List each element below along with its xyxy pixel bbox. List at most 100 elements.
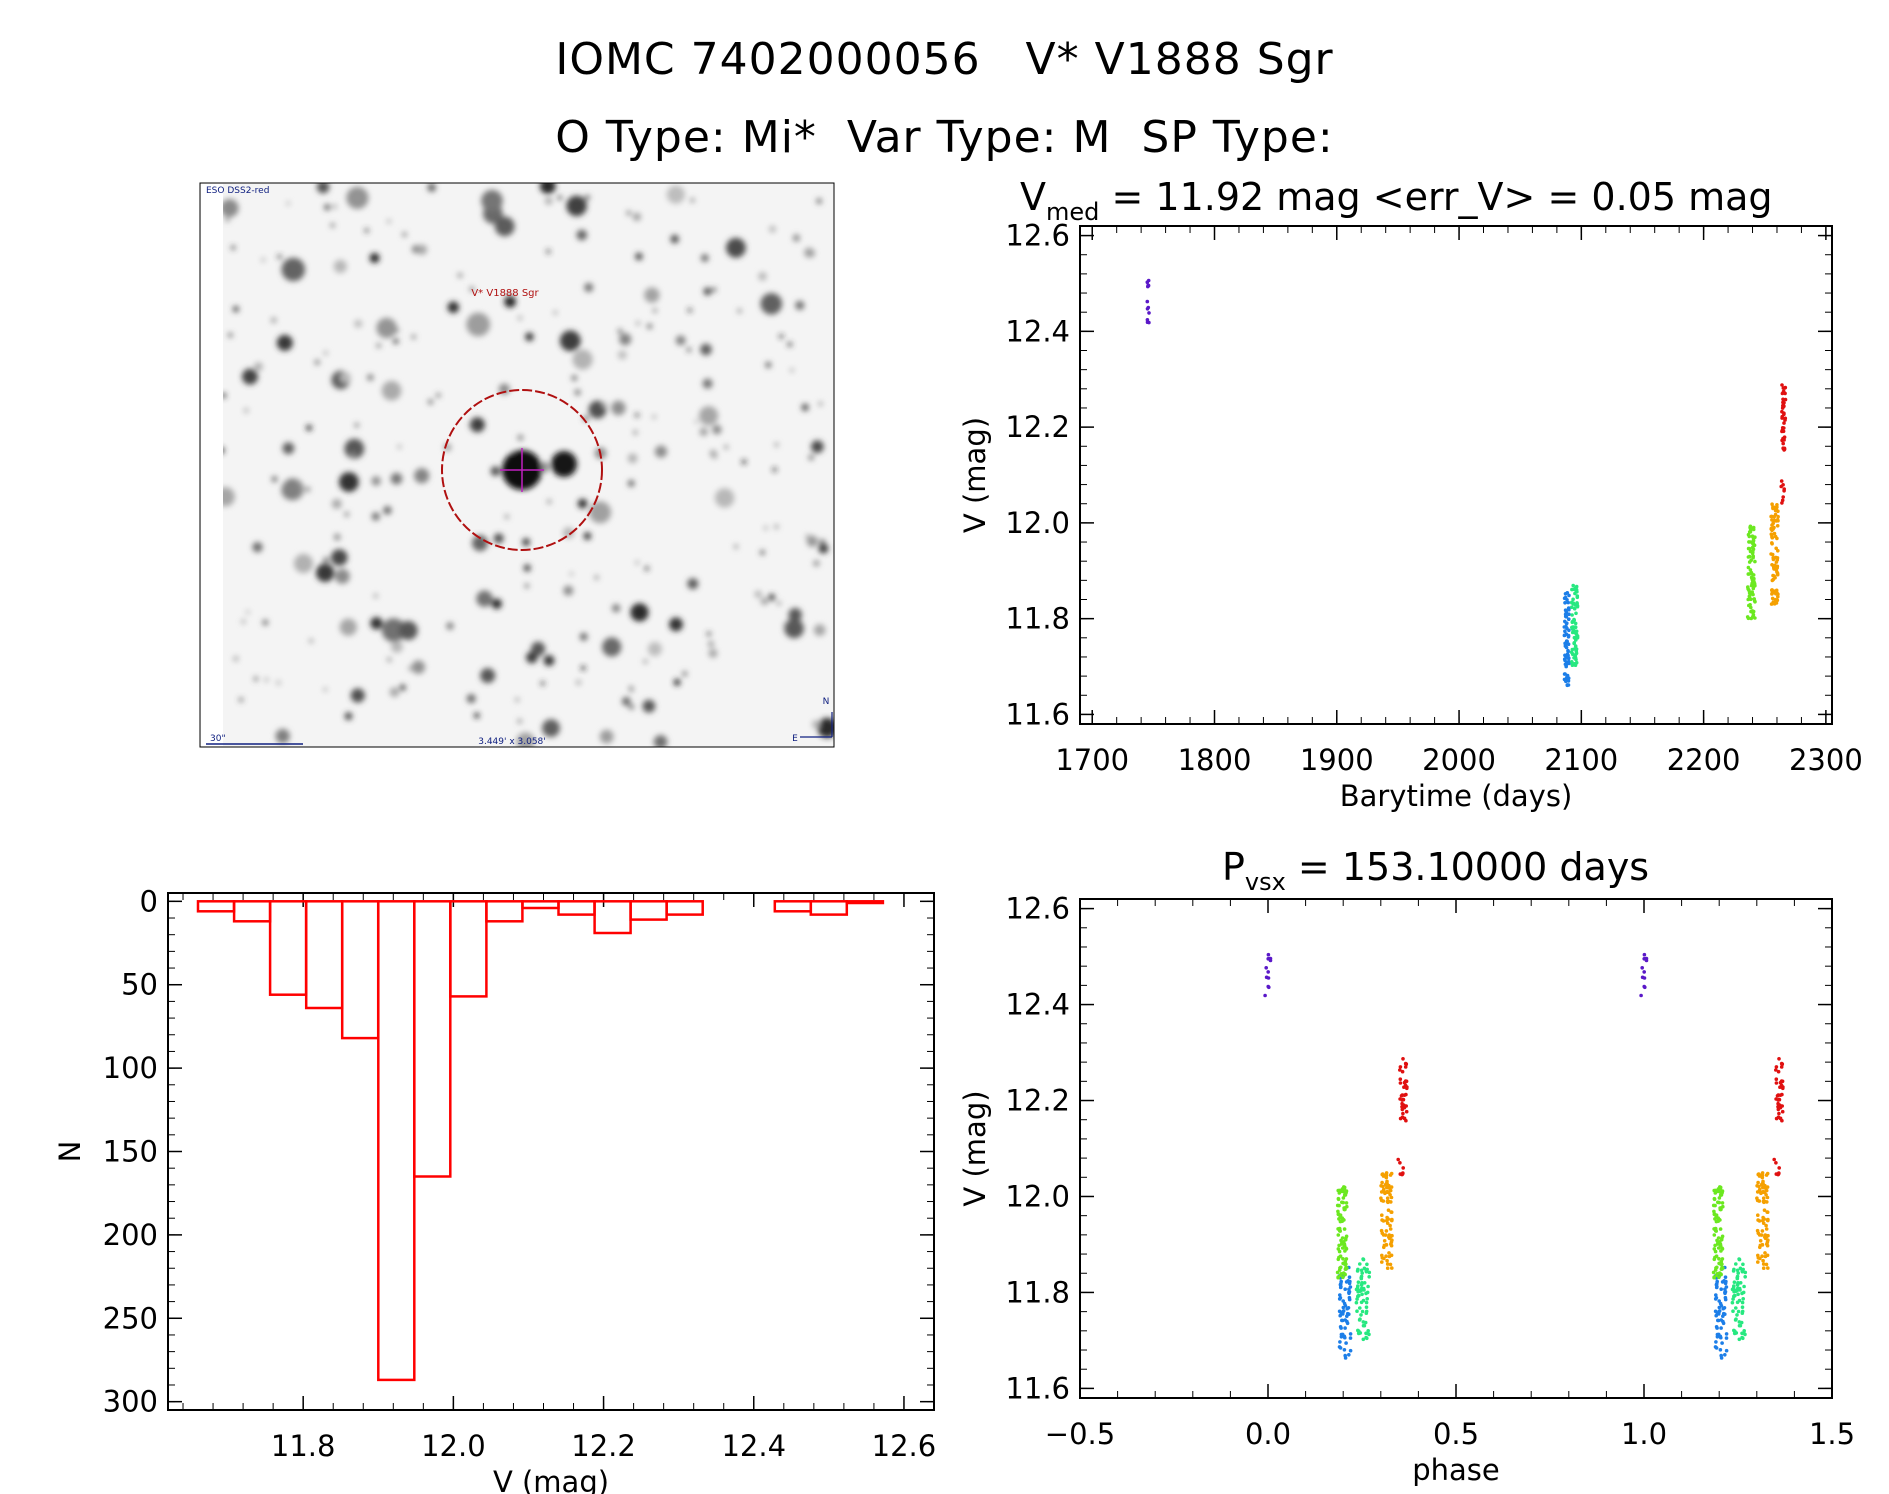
field-star bbox=[622, 697, 631, 706]
phase-point bbox=[1344, 1201, 1349, 1205]
phase-point bbox=[1714, 1254, 1719, 1258]
field-star bbox=[524, 583, 529, 588]
y-axis-label: V (mag) bbox=[958, 417, 992, 533]
field-star bbox=[504, 514, 509, 519]
lightcurve-point bbox=[1773, 534, 1778, 539]
phase-point bbox=[1642, 984, 1646, 989]
lightcurve-point bbox=[1769, 532, 1774, 536]
finder-stars bbox=[215, 183, 834, 747]
lightcurve-point bbox=[1746, 565, 1751, 570]
phase-point bbox=[1721, 1319, 1725, 1324]
field-star bbox=[391, 640, 403, 653]
phase-point bbox=[1718, 1227, 1723, 1231]
field-star bbox=[243, 407, 249, 414]
field-star bbox=[643, 659, 648, 664]
field-star bbox=[711, 453, 718, 459]
phase-point bbox=[1358, 1262, 1362, 1266]
field-star bbox=[306, 424, 312, 431]
phase-point bbox=[1364, 1331, 1368, 1336]
field-star bbox=[787, 342, 793, 347]
lightcurve-point bbox=[1564, 610, 1569, 614]
lightcurve-point bbox=[1567, 612, 1571, 616]
y-tick-label: 300 bbox=[103, 1385, 158, 1419]
phase-point bbox=[1734, 1262, 1738, 1266]
phase-point bbox=[1339, 1282, 1343, 1286]
phase-point bbox=[1717, 1196, 1722, 1200]
phase-point bbox=[1719, 1287, 1723, 1291]
field-star bbox=[673, 678, 681, 686]
lightcurve-point bbox=[1145, 307, 1150, 311]
phase-point bbox=[1380, 1213, 1384, 1217]
x-tick-label: 2300 bbox=[1789, 743, 1863, 777]
field-star bbox=[339, 372, 351, 383]
phase-point bbox=[1360, 1309, 1365, 1314]
lightcurve-plot: 1700 1800 1900 2000 2100 2200 2300 11.6 11.8 12.0… bbox=[958, 175, 1863, 813]
phase-point bbox=[1720, 1246, 1724, 1250]
field-star bbox=[480, 668, 496, 684]
lightcurve-point bbox=[1563, 629, 1567, 633]
phase-point bbox=[1780, 1109, 1785, 1114]
phase-point bbox=[1714, 1215, 1718, 1219]
field-star bbox=[583, 532, 592, 540]
lightcurve-point bbox=[1747, 588, 1751, 592]
field-star bbox=[232, 306, 239, 313]
lightcurve-point bbox=[1747, 540, 1751, 544]
field-star bbox=[466, 694, 476, 704]
phase-point bbox=[1775, 1094, 1780, 1098]
phase-point bbox=[1738, 1281, 1743, 1285]
field-star bbox=[469, 417, 485, 433]
field-star bbox=[376, 317, 397, 339]
phase-point bbox=[1758, 1245, 1762, 1250]
phase-point bbox=[1720, 1189, 1725, 1193]
phase-point bbox=[1712, 1196, 1717, 1201]
lightcurve-point bbox=[1780, 409, 1784, 414]
phase-point bbox=[1359, 1276, 1364, 1281]
field-star bbox=[644, 566, 649, 571]
phase-point bbox=[1714, 1340, 1718, 1344]
lightcurve-point bbox=[1574, 611, 1578, 616]
field-star bbox=[331, 498, 342, 509]
field-star bbox=[675, 335, 686, 346]
phase-point bbox=[1342, 1227, 1347, 1231]
field-star bbox=[331, 549, 348, 566]
y-tick-label: 250 bbox=[103, 1301, 158, 1335]
phase-point bbox=[1400, 1101, 1404, 1106]
phase-point bbox=[1343, 1356, 1348, 1360]
phase-point bbox=[1756, 1213, 1760, 1217]
lightcurve-point bbox=[1770, 535, 1775, 540]
phase-point bbox=[1757, 1187, 1762, 1192]
lightcurve-point bbox=[1147, 320, 1151, 325]
phase-plot: −0.5 0.0 0.5 1.0 1.5 11.6 11.8 12.0 12.2 12.4 12.6… bbox=[958, 845, 1855, 1487]
phase-point bbox=[1717, 1257, 1721, 1261]
lightcurve-point bbox=[1565, 626, 1569, 631]
histogram-plot: 11.8 12.0 12.2 12.4 12.6 0 50 100 150 200 250 300 V … bbox=[53, 884, 936, 1494]
phase-point bbox=[1780, 1062, 1785, 1066]
phase-point bbox=[1364, 1311, 1369, 1315]
field-star bbox=[769, 225, 776, 233]
field-star bbox=[686, 347, 691, 352]
field-star bbox=[334, 568, 350, 584]
field-star bbox=[687, 308, 692, 313]
phase-point bbox=[1337, 1191, 1342, 1195]
field-star bbox=[282, 442, 295, 455]
phase-point bbox=[1401, 1057, 1405, 1061]
phase-point bbox=[1362, 1323, 1367, 1328]
field-star bbox=[293, 553, 314, 574]
lightcurve-point bbox=[1772, 602, 1777, 606]
x-tick-label: 12.2 bbox=[571, 1429, 636, 1463]
y-tick-label: 12.2 bbox=[1005, 1084, 1070, 1118]
phase-point bbox=[1776, 1069, 1781, 1074]
lightcurve-point bbox=[1776, 592, 1780, 596]
phase-point bbox=[1379, 1228, 1384, 1233]
phase-point bbox=[1764, 1234, 1769, 1238]
y-tick-label: 12.6 bbox=[1005, 219, 1070, 253]
phase-point bbox=[1719, 1207, 1723, 1212]
phase-point bbox=[1730, 1300, 1735, 1305]
phase-point bbox=[1348, 1348, 1353, 1353]
phase-point bbox=[1642, 952, 1647, 957]
field-star bbox=[315, 563, 335, 582]
field-star bbox=[397, 444, 402, 449]
field-star bbox=[276, 334, 293, 351]
lightcurve-point bbox=[1775, 524, 1780, 528]
